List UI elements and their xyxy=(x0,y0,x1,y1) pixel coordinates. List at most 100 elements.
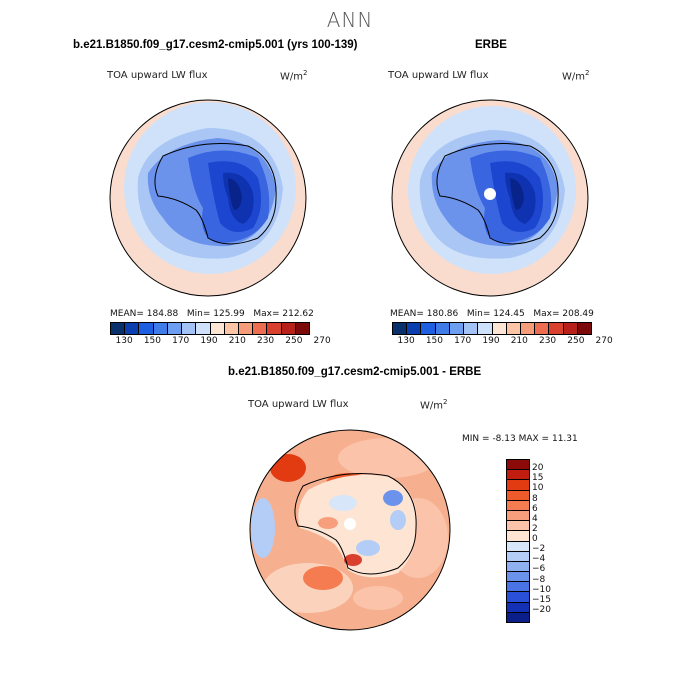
obs-colorbar xyxy=(392,322,592,335)
diff-panel-title: b.e21.B1850.f09_g17.cesm2-cmip5.001 - ER… xyxy=(228,366,482,378)
diff-colorbar-swatch xyxy=(507,510,529,522)
colorbar-tick-label: 230 xyxy=(256,336,275,346)
diff-colorbar-tick-label: 15 xyxy=(532,473,544,484)
colorbar-swatch xyxy=(549,323,564,334)
colorbar-swatch xyxy=(464,323,479,334)
colorbar-swatch xyxy=(393,323,408,334)
colorbar-tick-label: 190 xyxy=(482,336,500,346)
obs-coastline xyxy=(436,143,559,245)
obs-colorbar-ticks: 130 150 170 190 210 230 250 270 xyxy=(392,336,613,348)
diff-colorbar xyxy=(506,459,530,623)
model-coastline xyxy=(154,143,277,245)
colorbar-swatch xyxy=(139,323,154,334)
diff-stats: MIN = -8.13 MAX = 11.31 xyxy=(462,434,578,444)
colorbar-swatch xyxy=(210,323,225,334)
diff-colorbar-tick-label: −20 xyxy=(532,604,551,615)
colorbar-swatch xyxy=(111,323,126,334)
obs-variable-label: TOA upward LW flux xyxy=(388,70,489,81)
colorbar-swatch xyxy=(253,323,268,334)
diff-colorbar-tick-label: 6 xyxy=(532,503,538,514)
diff-colorbar-swatch xyxy=(507,490,529,501)
diff-polar-hole xyxy=(344,518,356,530)
season-title: ANN xyxy=(326,8,374,32)
diff-colorbar-tick-label: 0 xyxy=(532,534,538,544)
diff-coastline xyxy=(294,473,417,575)
diff-colorbar-swatch xyxy=(507,551,529,562)
obs-polar-map xyxy=(391,99,589,297)
diff-colorbar-tick-label: 10 xyxy=(532,483,544,494)
diff-polar-map xyxy=(249,429,451,631)
diff-colorbar-swatch xyxy=(507,612,529,622)
diff-colorbar-tick-label: 2 xyxy=(532,523,538,534)
colorbar-swatch xyxy=(520,323,536,334)
diff-colorbar-tick-label: −6 xyxy=(532,564,546,575)
diff-colorbar-swatch xyxy=(507,572,529,583)
colorbar-swatch xyxy=(506,323,521,334)
colorbar-tick-label: 130 xyxy=(397,336,415,346)
diff-colorbar-ticks: 20 15 10 8 6 4 2 0 −2 −4 −6 −8 −10 −15 −20 xyxy=(532,459,572,621)
colorbar-swatch xyxy=(478,323,493,334)
model-stats: MEAN= 184.88 Min= 125.99 Max= 212.62 xyxy=(110,309,314,319)
obs-mean: 180.86 xyxy=(426,309,459,319)
colorbar-tick-label: 170 xyxy=(172,336,190,346)
colorbar-swatch xyxy=(295,323,310,334)
obs-panel-title: ERBE xyxy=(475,39,507,51)
diff-colorbar-swatch xyxy=(507,521,529,532)
colorbar-swatch xyxy=(281,323,296,334)
colorbar-tick-label: 270 xyxy=(595,336,613,346)
obs-max: 208.49 xyxy=(562,309,594,319)
colorbar-swatch xyxy=(267,323,282,334)
colorbar-tick-label: 150 xyxy=(425,336,444,346)
diff-map-border xyxy=(249,429,451,631)
diff-colorbar-tick-label: 8 xyxy=(532,493,538,504)
obs-min: 124.45 xyxy=(493,309,525,319)
colorbar-swatch xyxy=(238,323,254,334)
diff-colorbar-swatch xyxy=(507,541,529,552)
diff-colorbar-tick-label: −2 xyxy=(532,544,546,555)
model-colorbar xyxy=(110,322,310,335)
colorbar-swatch xyxy=(224,323,239,334)
obs-units-label: W/m2 xyxy=(562,69,590,83)
diff-variable-label: TOA upward LW flux xyxy=(248,399,349,410)
diff-min: -8.13 xyxy=(492,434,516,444)
model-panel-title: b.e21.B1850.f09_g17.cesm2-cmip5.001 (yrs… xyxy=(73,39,358,51)
obs-map-border xyxy=(391,99,589,297)
diff-colorbar-swatch xyxy=(507,460,529,471)
colorbar-swatch xyxy=(407,323,422,334)
colorbar-swatch xyxy=(449,323,465,334)
model-variable-label: TOA upward LW flux xyxy=(107,70,208,81)
colorbar-tick-label: 230 xyxy=(538,336,557,346)
colorbar-tick-label: 210 xyxy=(510,336,528,346)
colorbar-swatch xyxy=(196,323,211,334)
colorbar-swatch xyxy=(421,323,436,334)
diff-colorbar-tick-label: 20 xyxy=(532,463,544,474)
diff-colorbar-tick-label: −8 xyxy=(532,574,546,585)
model-map-border xyxy=(109,99,307,297)
diff-units-label: W/m2 xyxy=(420,398,448,412)
model-mean: 184.88 xyxy=(146,309,179,319)
diff-colorbar-swatch xyxy=(507,470,529,481)
model-colorbar-ticks: 130 150 170 190 210 230 250 270 xyxy=(110,336,331,348)
colorbar-tick-label: 210 xyxy=(228,336,246,346)
colorbar-swatch xyxy=(577,323,592,334)
colorbar-swatch xyxy=(182,323,197,334)
colorbar-tick-label: 170 xyxy=(454,336,472,346)
colorbar-swatch xyxy=(492,323,507,334)
diff-colorbar-swatch xyxy=(507,561,529,573)
colorbar-tick-label: 270 xyxy=(313,336,331,346)
colorbar-tick-label: 150 xyxy=(143,336,162,346)
model-units-label: W/m2 xyxy=(280,69,308,83)
diff-colorbar-swatch xyxy=(507,582,529,593)
colorbar-swatch xyxy=(535,323,550,334)
diff-colorbar-swatch xyxy=(507,531,529,542)
diff-colorbar-swatch xyxy=(507,592,529,603)
model-min: 125.99 xyxy=(213,309,245,319)
diff-colorbar-tick-label: 4 xyxy=(532,513,538,524)
diff-max: 11.31 xyxy=(551,434,578,444)
colorbar-tick-label: 250 xyxy=(567,336,585,346)
colorbar-swatch xyxy=(435,323,450,334)
colorbar-tick-label: 130 xyxy=(115,336,133,346)
colorbar-swatch xyxy=(563,323,578,334)
diff-colorbar-swatch xyxy=(507,602,529,613)
obs-ice-level-5 xyxy=(510,178,524,210)
